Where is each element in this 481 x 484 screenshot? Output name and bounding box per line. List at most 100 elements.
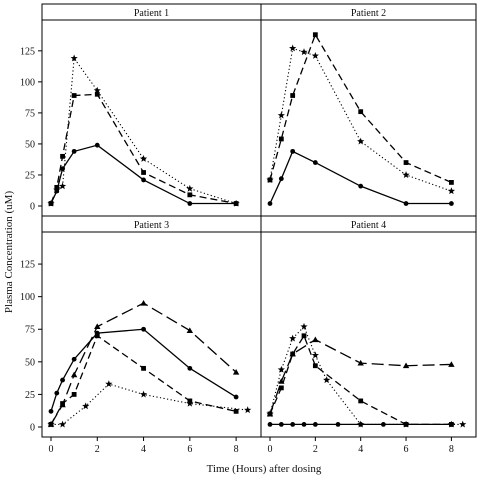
data-point <box>82 402 90 410</box>
panel-frame <box>260 231 477 438</box>
data-point <box>266 410 274 417</box>
data-point <box>60 377 65 383</box>
series-square <box>48 333 239 427</box>
data-point <box>58 182 67 190</box>
y-tick-label: 50 <box>25 357 35 368</box>
y-tick-label: 25 <box>25 390 35 401</box>
data-point <box>58 420 67 428</box>
data-point <box>94 333 100 339</box>
data-point <box>402 171 410 179</box>
data-point <box>358 398 364 404</box>
x-tick-label: 6 <box>404 444 409 455</box>
data-point <box>278 378 285 384</box>
data-point <box>447 420 456 428</box>
series-square <box>48 91 239 206</box>
y-tick-label: 125 <box>20 46 35 57</box>
series-line <box>50 302 237 425</box>
x-tick-label: 8 <box>234 444 239 455</box>
data-point <box>278 421 284 427</box>
data-point <box>71 392 77 397</box>
data-point <box>60 153 65 159</box>
data-point <box>232 199 240 207</box>
data-point <box>233 408 239 414</box>
data-point <box>71 356 77 362</box>
data-point <box>312 160 318 165</box>
data-point <box>71 93 77 98</box>
data-point <box>187 365 193 371</box>
data-point <box>278 176 284 182</box>
data-point <box>47 421 55 427</box>
y-tick-label: 75 <box>25 108 35 119</box>
data-point <box>311 51 319 59</box>
data-point <box>312 32 318 38</box>
data-point <box>459 420 467 428</box>
data-point <box>448 180 454 185</box>
data-point <box>358 183 364 189</box>
data-point <box>335 421 341 427</box>
data-point <box>277 365 285 373</box>
data-point <box>358 109 364 115</box>
panel-title: Patient 3 <box>134 220 169 231</box>
data-point <box>141 326 146 332</box>
data-point <box>323 376 331 384</box>
data-point <box>357 359 364 366</box>
data-point <box>186 327 194 333</box>
y-axis-label: Plasma Concentration (uM) <box>3 191 15 314</box>
data-point <box>312 421 318 427</box>
data-point <box>278 136 284 142</box>
data-point <box>380 421 386 427</box>
data-point <box>139 390 148 398</box>
data-point <box>71 148 77 154</box>
data-point <box>289 350 296 357</box>
data-point <box>70 371 78 378</box>
series-line <box>50 93 237 205</box>
series-line <box>51 383 248 425</box>
data-point <box>267 201 273 206</box>
y-tick-label: 0 <box>30 423 35 434</box>
data-point <box>141 170 146 175</box>
data-point <box>140 299 147 306</box>
data-point <box>402 362 410 369</box>
series-line <box>50 56 237 205</box>
panel-title: Patient 1 <box>134 8 169 19</box>
data-point <box>277 111 285 119</box>
series-circle <box>48 326 239 414</box>
data-point <box>244 406 252 414</box>
panel-frame <box>41 231 262 438</box>
series-line <box>269 33 452 184</box>
y-tick-label: 50 <box>25 139 35 150</box>
data-point <box>403 160 409 165</box>
y-tick-label: 100 <box>20 292 35 303</box>
series-line <box>269 150 452 205</box>
data-point <box>186 399 194 407</box>
data-point <box>278 385 284 391</box>
data-point <box>357 420 365 428</box>
x-axis-label: Time (Hours) after dosing <box>207 463 322 475</box>
x-tick-label: 4 <box>358 444 363 455</box>
data-point <box>186 184 194 192</box>
data-point <box>47 199 55 207</box>
y-tick-label: 100 <box>20 77 35 88</box>
data-point <box>232 369 240 375</box>
x-tick-label: 0 <box>268 444 273 455</box>
y-tick-label: 0 <box>30 202 35 213</box>
series-circle <box>267 148 454 206</box>
data-point <box>290 421 296 427</box>
data-point <box>141 177 146 183</box>
x-tick-label: 6 <box>187 444 192 455</box>
data-point <box>105 380 113 388</box>
data-point <box>448 201 454 206</box>
series-line <box>269 334 452 426</box>
data-point <box>266 176 274 184</box>
data-point <box>300 48 308 56</box>
data-point <box>448 361 455 367</box>
x-tick-label: 0 <box>49 444 54 455</box>
data-point <box>94 142 100 148</box>
data-point <box>447 187 456 195</box>
data-point <box>267 421 273 427</box>
panel-title: Patient 2 <box>351 8 386 19</box>
series-star <box>266 322 467 428</box>
series-star <box>266 44 456 195</box>
